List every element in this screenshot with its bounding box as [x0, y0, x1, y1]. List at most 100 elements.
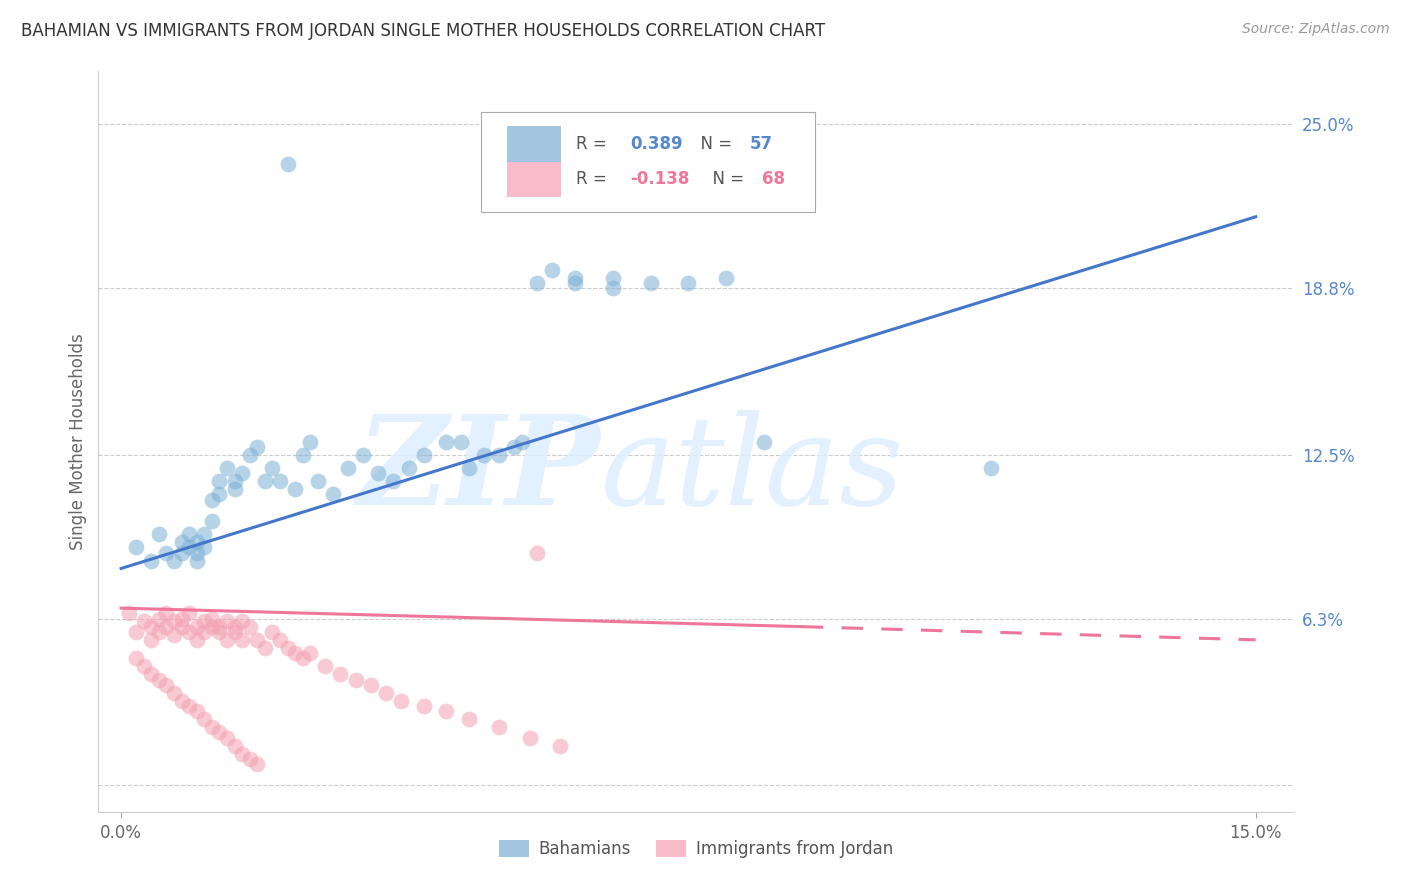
- Point: [170, 620, 193, 634]
- Point: [269, 474, 291, 488]
- Text: 68: 68: [762, 170, 785, 188]
- Point: [412, 448, 434, 462]
- Point: [519, 731, 541, 745]
- Point: [231, 615, 253, 629]
- Point: [307, 474, 329, 488]
- Point: [412, 698, 434, 713]
- Point: [186, 620, 208, 634]
- Point: [224, 739, 246, 753]
- Point: [215, 632, 238, 647]
- Text: N =: N =: [702, 170, 749, 188]
- Text: 0.389: 0.389: [630, 135, 683, 153]
- Point: [253, 640, 276, 655]
- Point: [548, 739, 571, 753]
- Point: [434, 434, 457, 449]
- Point: [201, 514, 224, 528]
- Point: [246, 632, 269, 647]
- Point: [239, 620, 262, 634]
- Point: [163, 553, 186, 567]
- Point: [246, 440, 269, 454]
- Text: ZIP: ZIP: [357, 410, 600, 532]
- Point: [193, 527, 215, 541]
- Point: [224, 624, 246, 639]
- Text: -0.138: -0.138: [630, 170, 689, 188]
- Point: [352, 448, 374, 462]
- Point: [170, 612, 193, 626]
- Point: [193, 624, 215, 639]
- Point: [186, 546, 208, 560]
- Legend: Bahamians, Immigrants from Jordan: Bahamians, Immigrants from Jordan: [491, 831, 901, 866]
- Point: [291, 651, 314, 665]
- Point: [262, 624, 284, 639]
- Point: [163, 615, 186, 629]
- Point: [201, 612, 224, 626]
- Point: [224, 482, 246, 496]
- Point: [141, 553, 163, 567]
- Point: [299, 646, 322, 660]
- Point: [186, 553, 208, 567]
- Point: [179, 527, 201, 541]
- Point: [163, 686, 186, 700]
- Point: [215, 731, 238, 745]
- Point: [208, 620, 231, 634]
- Point: [125, 541, 148, 555]
- Point: [170, 546, 193, 560]
- Point: [179, 698, 201, 713]
- Point: [224, 474, 246, 488]
- Point: [472, 448, 495, 462]
- Text: N =: N =: [690, 135, 737, 153]
- Point: [186, 632, 208, 647]
- Point: [382, 474, 405, 488]
- Point: [337, 461, 360, 475]
- Point: [398, 461, 420, 475]
- Point: [716, 270, 738, 285]
- Point: [262, 461, 284, 475]
- Point: [239, 448, 262, 462]
- FancyBboxPatch shape: [481, 112, 815, 212]
- Point: [208, 487, 231, 501]
- Text: 57: 57: [749, 135, 773, 153]
- Point: [276, 640, 298, 655]
- Point: [564, 276, 586, 290]
- Point: [253, 474, 276, 488]
- Point: [141, 632, 163, 647]
- Point: [526, 546, 548, 560]
- Point: [389, 694, 412, 708]
- Point: [193, 615, 215, 629]
- Point: [367, 467, 389, 481]
- Point: [155, 546, 177, 560]
- Point: [148, 624, 170, 639]
- Point: [125, 651, 148, 665]
- Point: [541, 262, 564, 277]
- Point: [458, 712, 481, 726]
- Point: [450, 434, 472, 449]
- Y-axis label: Single Mother Households: Single Mother Households: [69, 334, 87, 549]
- Point: [224, 620, 246, 634]
- Point: [488, 448, 510, 462]
- Point: [640, 276, 662, 290]
- Point: [752, 434, 775, 449]
- Point: [284, 646, 307, 660]
- Point: [564, 270, 586, 285]
- Point: [239, 752, 262, 766]
- Point: [201, 492, 224, 507]
- Point: [163, 627, 186, 641]
- Point: [284, 482, 307, 496]
- Point: [322, 487, 344, 501]
- Point: [231, 747, 253, 761]
- Point: [170, 535, 193, 549]
- Point: [155, 620, 177, 634]
- Text: BAHAMIAN VS IMMIGRANTS FROM JORDAN SINGLE MOTHER HOUSEHOLDS CORRELATION CHART: BAHAMIAN VS IMMIGRANTS FROM JORDAN SINGL…: [21, 22, 825, 40]
- Text: Source: ZipAtlas.com: Source: ZipAtlas.com: [1241, 22, 1389, 37]
- Point: [179, 541, 201, 555]
- Point: [434, 704, 457, 718]
- Point: [602, 270, 624, 285]
- Point: [208, 725, 231, 739]
- Point: [246, 757, 269, 772]
- Point: [201, 620, 224, 634]
- Text: R =: R =: [576, 135, 613, 153]
- Point: [155, 607, 177, 621]
- Point: [148, 612, 170, 626]
- Point: [299, 434, 322, 449]
- Point: [314, 659, 336, 673]
